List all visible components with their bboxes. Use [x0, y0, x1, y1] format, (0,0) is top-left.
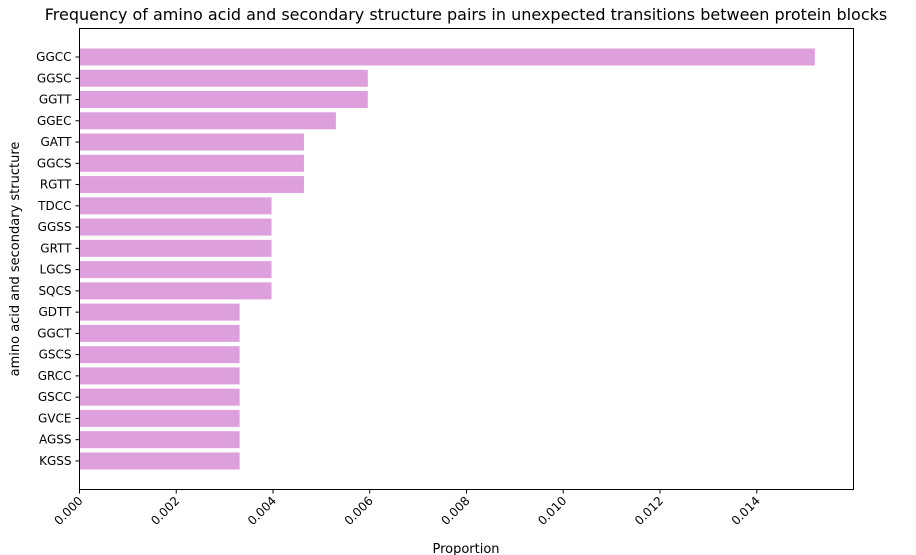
bar-kgss	[79, 452, 240, 470]
bar-lgcs	[79, 261, 272, 279]
bar-ggsc	[79, 69, 368, 87]
bar-ggtt	[79, 91, 368, 109]
bar-ggcs	[79, 154, 304, 172]
bar-ggss	[79, 218, 272, 236]
bars-group	[79, 48, 815, 470]
y-tick-label-ggec: GGEC	[37, 114, 72, 128]
y-tick-label-ggtt: GGTT	[39, 93, 72, 107]
y-tick-label-gscs: GSCS	[39, 348, 72, 362]
y-tick-label-gdtt: GDTT	[39, 305, 73, 319]
y-tick-label-ggsc: GGSC	[37, 71, 72, 85]
x-tick-label-6: 0.012	[632, 494, 666, 528]
x-axis-label: Proportion	[432, 542, 499, 555]
bar-ggcc	[79, 48, 815, 66]
bar-rgtt	[79, 176, 304, 194]
y-tick-label-gvce: GVCE	[38, 411, 71, 425]
y-tick-label-ggcs: GGCS	[37, 156, 72, 170]
y-axis-label: amino acid and secondary structure	[8, 142, 23, 377]
bar-tdcc	[79, 197, 272, 215]
y-tick-label-grcc: GRCC	[38, 369, 72, 383]
y-tick-label-sqcs: SQCS	[38, 284, 71, 298]
bar-ggct	[79, 324, 240, 342]
x-tick-label-1: 0.002	[148, 494, 182, 528]
y-tick-label-ggss: GGSS	[38, 220, 72, 234]
x-tick-label-4: 0.008	[438, 494, 472, 528]
y-tick-label-kgss: KGSS	[39, 454, 71, 468]
x-axis-ticks: 0.000 0.002 0.004 0.006 0.008 0.010 0.012 0.014	[51, 489, 763, 528]
y-tick-label-ggct: GGCT	[37, 326, 72, 340]
bar-gdtt	[79, 303, 240, 321]
bar-gvce	[79, 409, 240, 427]
bar-grcc	[79, 367, 240, 385]
bar-sqcs	[79, 282, 272, 300]
x-tick-label-0: 0.000	[51, 494, 85, 528]
chart-title: Frequency of amino acid and secondary st…	[45, 5, 888, 24]
x-tick-label-7: 0.014	[729, 494, 763, 528]
bar-gscc	[79, 388, 240, 406]
y-tick-label-gscc: GSCC	[38, 390, 72, 404]
y-tick-label-lgcs: LGCS	[40, 263, 72, 277]
y-tick-label-tdcc: TDCC	[37, 199, 71, 213]
y-tick-label-rgtt: RGTT	[40, 178, 72, 192]
y-tick-label-ggcc: GGCC	[36, 50, 71, 64]
x-tick-label-3: 0.006	[342, 494, 376, 528]
y-tick-label-grtt: GRTT	[40, 241, 72, 255]
bar-ggec	[79, 112, 336, 130]
y-tick-label-agss: AGSS	[39, 433, 72, 447]
y-axis-ticks: GGCC GGSC GGTT GGEC GATT GGCS RGTT TDCC GGSS GRTT…	[36, 50, 80, 468]
bar-gscs	[79, 346, 240, 364]
y-tick-label-gatt: GATT	[40, 135, 72, 149]
x-tick-label-2: 0.004	[245, 494, 279, 528]
bar-agss	[79, 431, 240, 449]
bar-gatt	[79, 133, 304, 151]
bar-grtt	[79, 239, 272, 257]
x-tick-label-5: 0.010	[535, 494, 569, 528]
